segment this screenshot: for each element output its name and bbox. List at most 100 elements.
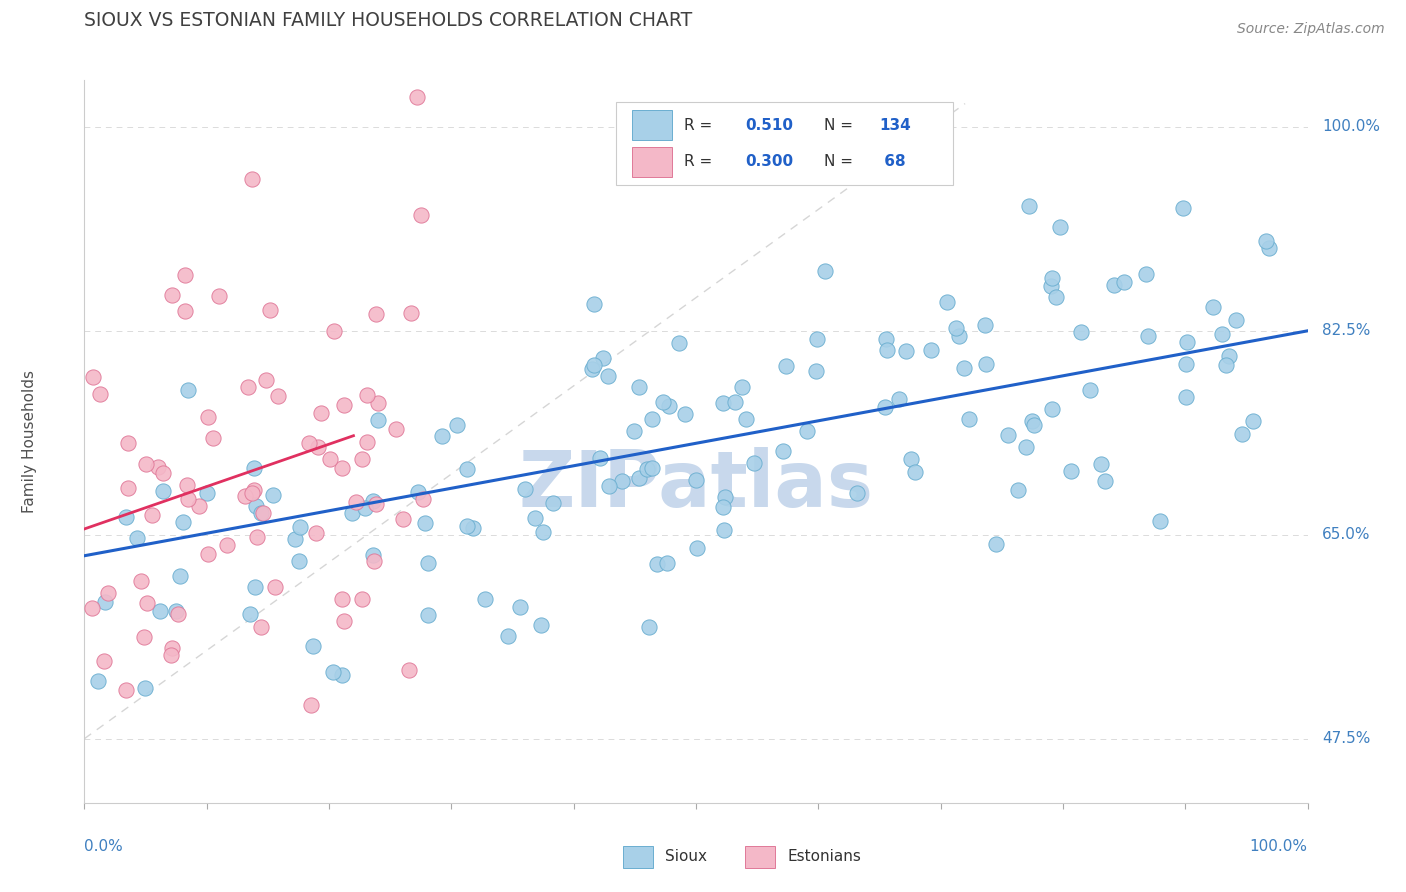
- Point: [509, 599, 531, 614]
- Point: [361, 549, 384, 563]
- Text: 100.0%: 100.0%: [1322, 120, 1381, 135]
- Point: [1215, 358, 1237, 372]
- Text: Source: ZipAtlas.com: Source: ZipAtlas.com: [1237, 22, 1385, 37]
- Point: [474, 591, 496, 606]
- Point: [398, 663, 420, 677]
- Point: [610, 475, 633, 489]
- Point: [627, 380, 650, 394]
- Point: [636, 462, 658, 476]
- Point: [264, 580, 287, 594]
- Point: [1175, 358, 1198, 372]
- Point: [356, 434, 378, 449]
- Text: 100.0%: 100.0%: [1250, 838, 1308, 854]
- Point: [197, 409, 219, 424]
- Point: [806, 332, 828, 346]
- Point: [197, 547, 219, 561]
- Point: [1040, 278, 1063, 293]
- Point: [1211, 326, 1233, 341]
- Point: [259, 303, 281, 318]
- Point: [531, 524, 554, 539]
- Point: [945, 321, 967, 335]
- Point: [385, 422, 408, 436]
- Point: [846, 486, 869, 500]
- Point: [1060, 464, 1083, 478]
- Point: [165, 604, 187, 618]
- Point: [354, 501, 377, 516]
- Text: 47.5%: 47.5%: [1322, 731, 1371, 747]
- Point: [364, 497, 387, 511]
- Point: [734, 412, 756, 426]
- Point: [796, 424, 818, 438]
- Text: R =: R =: [683, 154, 717, 169]
- Point: [307, 440, 329, 454]
- Text: Family Households: Family Households: [22, 370, 37, 513]
- Point: [1078, 383, 1101, 397]
- Point: [724, 395, 747, 409]
- Point: [330, 667, 353, 681]
- Point: [1135, 267, 1157, 281]
- Point: [245, 500, 267, 514]
- Point: [651, 394, 673, 409]
- Point: [814, 264, 837, 278]
- Point: [1040, 401, 1063, 416]
- Point: [288, 520, 311, 534]
- Point: [97, 586, 120, 600]
- Point: [498, 629, 520, 643]
- Point: [1149, 514, 1171, 528]
- Point: [589, 450, 612, 465]
- Point: [350, 452, 373, 467]
- Point: [1258, 241, 1281, 255]
- Point: [1218, 350, 1240, 364]
- Point: [169, 569, 191, 583]
- Text: N =: N =: [824, 118, 858, 133]
- Point: [149, 604, 172, 618]
- Point: [1254, 234, 1277, 248]
- Point: [637, 620, 659, 634]
- Point: [160, 648, 183, 663]
- Point: [176, 478, 198, 492]
- Point: [367, 396, 389, 410]
- Point: [288, 554, 311, 568]
- Point: [1175, 334, 1198, 349]
- Point: [875, 332, 897, 346]
- Point: [655, 556, 678, 570]
- Point: [1049, 220, 1071, 235]
- Bar: [623, 847, 654, 868]
- Point: [1045, 290, 1067, 304]
- Point: [167, 607, 190, 622]
- Point: [592, 351, 614, 365]
- Point: [89, 387, 111, 401]
- Point: [953, 361, 976, 376]
- Point: [876, 343, 898, 357]
- Point: [129, 574, 152, 588]
- Point: [974, 318, 997, 333]
- Point: [399, 305, 422, 319]
- Point: [240, 486, 263, 500]
- Point: [1021, 414, 1043, 428]
- Text: 0.0%: 0.0%: [84, 838, 124, 854]
- Point: [596, 368, 619, 383]
- Point: [246, 530, 269, 544]
- Point: [456, 519, 478, 533]
- Point: [322, 665, 344, 679]
- Point: [1014, 440, 1036, 454]
- Point: [82, 369, 104, 384]
- Point: [136, 596, 159, 610]
- Point: [920, 343, 942, 358]
- Point: [456, 462, 478, 476]
- Point: [125, 531, 148, 545]
- Text: R =: R =: [683, 118, 717, 133]
- Point: [115, 510, 138, 524]
- Point: [323, 324, 346, 338]
- Point: [1230, 427, 1253, 442]
- Point: [984, 537, 1007, 551]
- Point: [1202, 300, 1225, 314]
- Point: [239, 607, 262, 621]
- Point: [93, 654, 115, 668]
- Point: [1007, 483, 1029, 497]
- Point: [446, 417, 468, 432]
- Point: [262, 488, 284, 502]
- Point: [529, 617, 551, 632]
- Text: 68: 68: [880, 154, 905, 169]
- Text: ZIPatlas: ZIPatlas: [519, 447, 873, 523]
